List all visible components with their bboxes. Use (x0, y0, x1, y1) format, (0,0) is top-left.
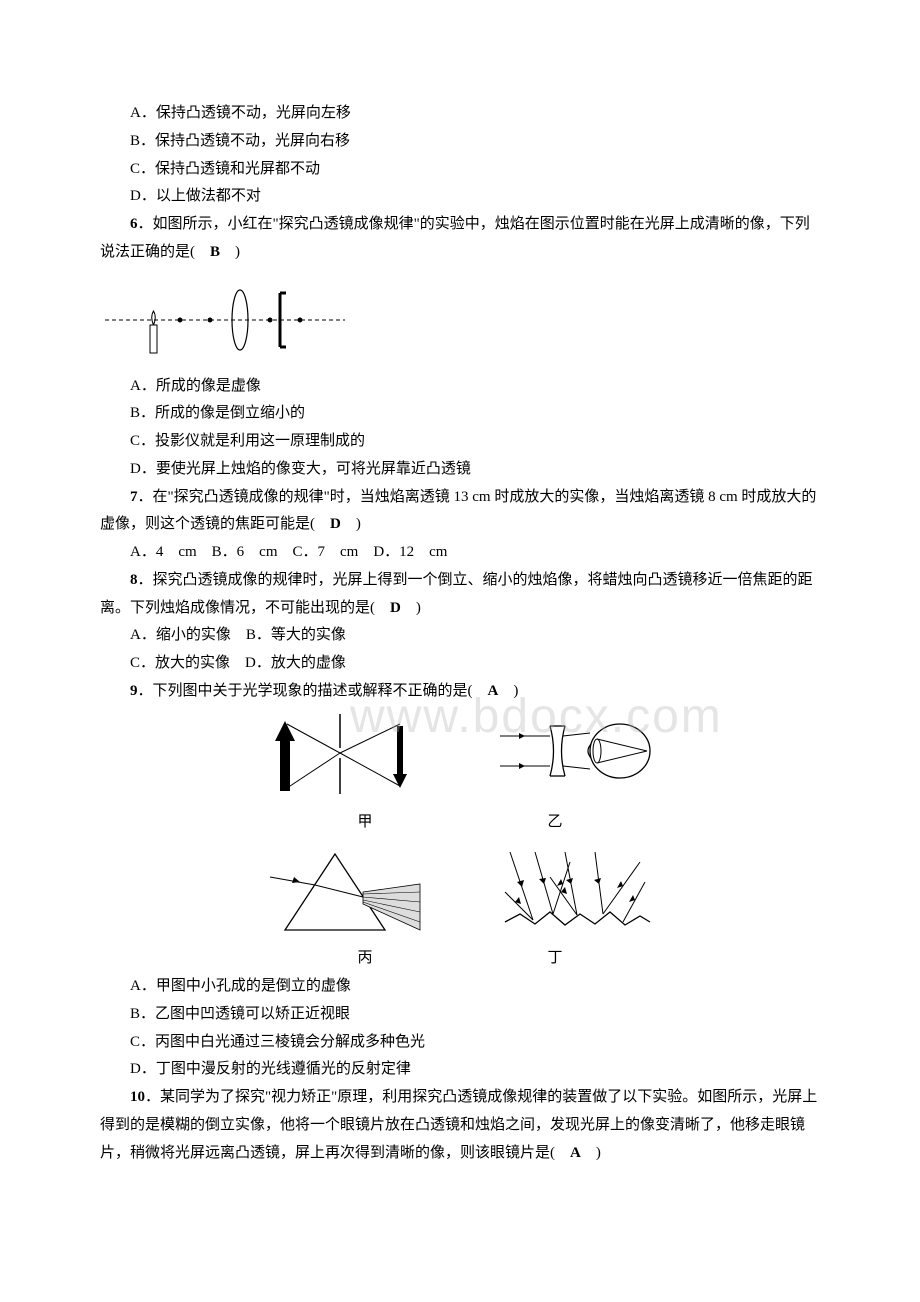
q5-option-a: A．保持凸透镜不动，光屏向左移 (100, 100, 820, 128)
eye-lens-icon (495, 706, 655, 806)
q10-stem: 10．某同学为了探究"视力矫正"原理，利用探究凸透镜成像规律的装置做了以下实验。… (100, 1084, 820, 1167)
q9-option-a: A．甲图中小孔成的是倒立的虚像 (100, 973, 820, 1001)
q9-label-c: 丙 (357, 945, 372, 973)
q10-number: 10 (130, 1089, 145, 1105)
prism-icon (265, 842, 425, 942)
q9-label-d: 丁 (548, 945, 563, 973)
q7-answer: D (330, 516, 341, 532)
q8-answer: D (390, 600, 401, 616)
q6-diagram (100, 275, 820, 365)
q10-text: ．某同学为了探究"视力矫正"原理，利用探究凸透镜成像规律的装置做了以下实验。如图… (100, 1089, 817, 1161)
q6-close: ) (220, 244, 240, 260)
q8-close: ) (401, 600, 421, 616)
q9-label-a: 甲 (357, 809, 372, 837)
q9-number: 9 (130, 683, 138, 699)
q9-stem: 9．下列图中关于光学现象的描述或解释不正确的是( A ) (100, 678, 820, 706)
q9-label-b: 乙 (548, 809, 563, 837)
q9-answer: A (488, 683, 499, 699)
q7-text: ．在"探究凸透镜成像的规律"时，当烛焰离透镜 13 cm 时成放大的实像，当烛焰… (100, 489, 816, 533)
pinhole-icon (265, 706, 425, 806)
q6-answer: B (210, 244, 220, 260)
q6-option-a: A．所成的像是虚像 (100, 373, 820, 401)
q6-option-d: D．要使光屏上烛焰的像变大，可将光屏靠近凸透镜 (100, 456, 820, 484)
q9-option-d: D．丁图中漫反射的光线遵循光的反射定律 (100, 1056, 820, 1084)
q10-answer: A (570, 1145, 581, 1161)
q9-option-c: C．丙图中白光通过三棱镜会分解成多种色光 (100, 1029, 820, 1057)
q8-options-1: A．缩小的实像 B．等大的实像 (100, 622, 820, 650)
q8-text: ．探究凸透镜成像的规律时，光屏上得到一个倒立、缩小的烛焰像，将蜡烛向凸透镜移近一… (100, 572, 813, 616)
q6-option-b: B．所成的像是倒立缩小的 (100, 400, 820, 428)
q9-diagrams: 甲 乙 (100, 706, 820, 974)
q9-text: ．下列图中关于光学现象的描述或解释不正确的是( (138, 683, 488, 699)
q7-stem: 7．在"探究凸透镜成像的规律"时，当烛焰离透镜 13 cm 时成放大的实像，当烛… (100, 484, 820, 540)
q7-close: ) (341, 516, 361, 532)
q5-option-c: C．保持凸透镜和光屏都不动 (100, 156, 820, 184)
q6-text: ．如图所示，小红在"探究凸透镜成像规律"的实验中，烛焰在图示位置时能在光屏上成清… (100, 216, 810, 260)
optical-bench-icon (100, 275, 350, 365)
q5-option-d: D．以上做法都不对 (100, 183, 820, 211)
q6-option-c: C．投影仪就是利用这一原理制成的 (100, 428, 820, 456)
q8-stem: 8．探究凸透镜成像的规律时，光屏上得到一个倒立、缩小的烛焰像，将蜡烛向凸透镜移近… (100, 567, 820, 623)
q9-option-b: B．乙图中凹透镜可以矫正近视眼 (100, 1001, 820, 1029)
q8-number: 8 (130, 572, 138, 588)
q7-options: A．4 cm B．6 cm C．7 cm D．12 cm (100, 539, 820, 567)
q10-close: ) (581, 1145, 601, 1161)
q8-options-2: C．放大的实像 D．放大的虚像 (100, 650, 820, 678)
q6-number: 6 (130, 216, 138, 232)
q7-number: 7 (130, 489, 138, 505)
q5-option-b: B．保持凸透镜不动，光屏向右移 (100, 128, 820, 156)
q9-close: ) (498, 683, 518, 699)
q6-stem: 6．如图所示，小红在"探究凸透镜成像规律"的实验中，烛焰在图示位置时能在光屏上成… (100, 211, 820, 267)
diffuse-reflection-icon (495, 842, 655, 942)
